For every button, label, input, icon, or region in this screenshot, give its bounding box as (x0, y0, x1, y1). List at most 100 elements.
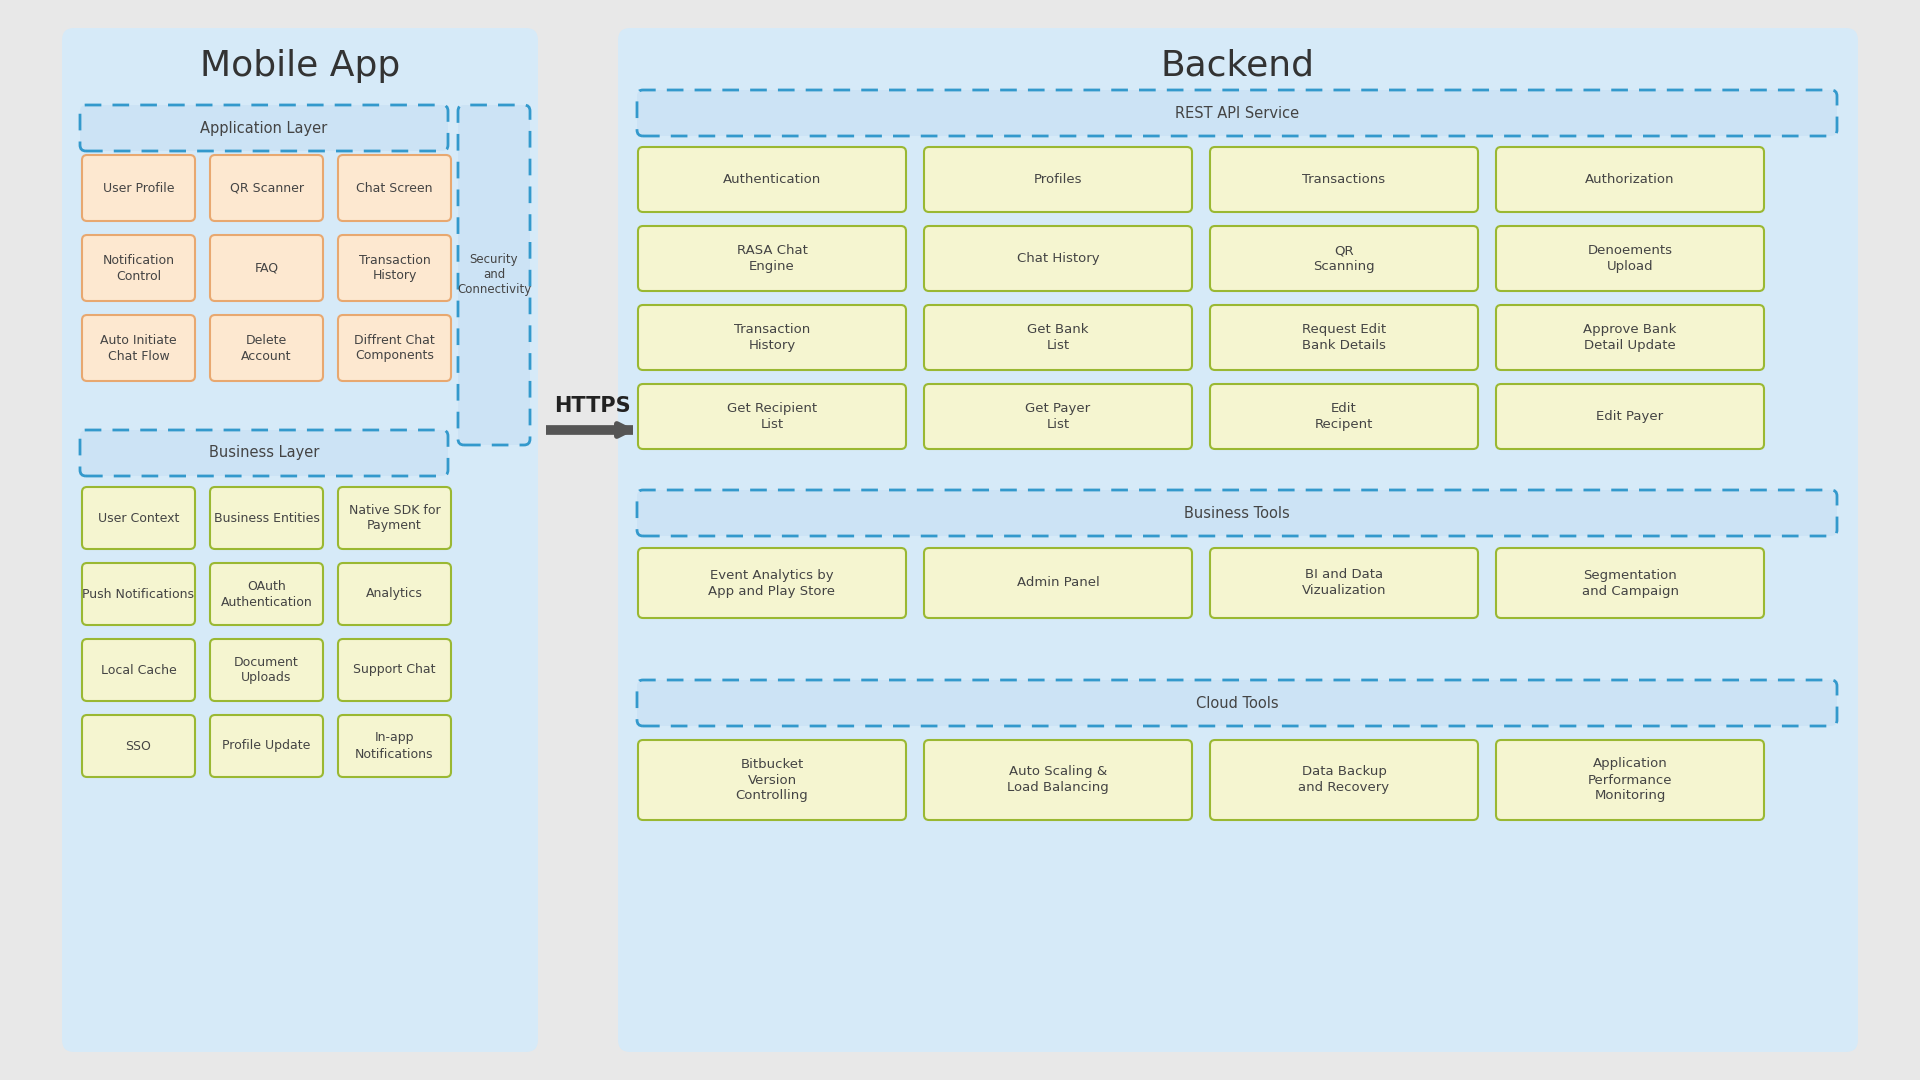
Text: User Context: User Context (98, 512, 179, 525)
FancyBboxPatch shape (81, 105, 447, 151)
Text: Document
Uploads: Document Uploads (234, 656, 300, 685)
Text: Get Payer
List: Get Payer List (1025, 402, 1091, 431)
Text: Application
Performance
Monitoring: Application Performance Monitoring (1588, 757, 1672, 802)
Text: Analytics: Analytics (367, 588, 422, 600)
FancyBboxPatch shape (1210, 548, 1478, 618)
Text: Local Cache: Local Cache (100, 663, 177, 676)
FancyBboxPatch shape (209, 235, 323, 301)
Text: Authentication: Authentication (722, 173, 822, 186)
Text: Bitbucket
Version
Controlling: Bitbucket Version Controlling (735, 757, 808, 802)
FancyBboxPatch shape (924, 740, 1192, 820)
Text: Get Recipient
List: Get Recipient List (728, 402, 818, 431)
FancyBboxPatch shape (209, 315, 323, 381)
Text: In-app
Notifications: In-app Notifications (355, 731, 434, 760)
FancyBboxPatch shape (338, 639, 451, 701)
FancyBboxPatch shape (924, 305, 1192, 370)
FancyBboxPatch shape (338, 156, 451, 221)
Text: SSO: SSO (125, 740, 152, 753)
FancyBboxPatch shape (637, 147, 906, 212)
FancyBboxPatch shape (618, 28, 1859, 1052)
Text: Auto Initiate
Chat Flow: Auto Initiate Chat Flow (100, 334, 177, 363)
FancyBboxPatch shape (83, 487, 196, 549)
FancyBboxPatch shape (1210, 147, 1478, 212)
FancyBboxPatch shape (81, 430, 447, 476)
Text: Backend: Backend (1162, 49, 1315, 83)
FancyBboxPatch shape (1496, 305, 1764, 370)
FancyBboxPatch shape (1496, 548, 1764, 618)
FancyBboxPatch shape (83, 156, 196, 221)
Text: Cloud Tools: Cloud Tools (1196, 696, 1279, 711)
FancyBboxPatch shape (209, 156, 323, 221)
Text: Delete
Account: Delete Account (242, 334, 292, 363)
FancyBboxPatch shape (1210, 740, 1478, 820)
Text: Approve Bank
Detail Update: Approve Bank Detail Update (1584, 323, 1676, 352)
Text: Transaction
History: Transaction History (733, 323, 810, 352)
FancyBboxPatch shape (924, 226, 1192, 291)
FancyBboxPatch shape (1210, 384, 1478, 449)
FancyBboxPatch shape (338, 315, 451, 381)
FancyBboxPatch shape (83, 639, 196, 701)
FancyBboxPatch shape (338, 563, 451, 625)
Text: Business Layer: Business Layer (209, 445, 319, 460)
FancyBboxPatch shape (924, 548, 1192, 618)
FancyBboxPatch shape (637, 90, 1837, 136)
FancyBboxPatch shape (338, 715, 451, 777)
FancyBboxPatch shape (1496, 147, 1764, 212)
Text: Business Tools: Business Tools (1185, 505, 1290, 521)
FancyBboxPatch shape (83, 715, 196, 777)
Text: Mobile App: Mobile App (200, 49, 399, 83)
FancyBboxPatch shape (338, 235, 451, 301)
Text: Edit Payer: Edit Payer (1596, 410, 1663, 423)
Text: Push Notifications: Push Notifications (83, 588, 194, 600)
Text: Business Entities: Business Entities (213, 512, 319, 525)
FancyBboxPatch shape (209, 639, 323, 701)
Text: Support Chat: Support Chat (353, 663, 436, 676)
FancyBboxPatch shape (637, 384, 906, 449)
Text: Edit
Recipent: Edit Recipent (1315, 402, 1373, 431)
Text: Admin Panel: Admin Panel (1016, 577, 1100, 590)
FancyBboxPatch shape (637, 305, 906, 370)
Text: REST API Service: REST API Service (1175, 106, 1300, 121)
FancyBboxPatch shape (83, 235, 196, 301)
FancyBboxPatch shape (209, 563, 323, 625)
FancyBboxPatch shape (924, 384, 1192, 449)
FancyBboxPatch shape (209, 487, 323, 549)
Text: QR Scanner: QR Scanner (230, 181, 303, 194)
Text: HTTPS: HTTPS (553, 396, 630, 416)
Text: Diffrent Chat
Components: Diffrent Chat Components (353, 334, 434, 363)
Text: Profiles: Profiles (1033, 173, 1083, 186)
Text: Request Edit
Bank Details: Request Edit Bank Details (1302, 323, 1386, 352)
Text: BI and Data
Vizualization: BI and Data Vizualization (1302, 568, 1386, 597)
Text: RASA Chat
Engine: RASA Chat Engine (737, 244, 808, 273)
Text: Transaction
History: Transaction History (359, 254, 430, 283)
FancyBboxPatch shape (1210, 226, 1478, 291)
FancyBboxPatch shape (637, 548, 906, 618)
FancyBboxPatch shape (1496, 740, 1764, 820)
Text: Application Layer: Application Layer (200, 121, 328, 135)
Text: Segmentation
and Campaign: Segmentation and Campaign (1582, 568, 1678, 597)
Text: User Profile: User Profile (104, 181, 175, 194)
Text: FAQ: FAQ (255, 261, 278, 274)
Text: OAuth
Authentication: OAuth Authentication (221, 580, 313, 608)
FancyBboxPatch shape (338, 487, 451, 549)
Text: Data Backup
and Recovery: Data Backup and Recovery (1298, 766, 1390, 795)
Text: Chat Screen: Chat Screen (357, 181, 432, 194)
FancyBboxPatch shape (1496, 384, 1764, 449)
FancyBboxPatch shape (637, 740, 906, 820)
FancyBboxPatch shape (83, 563, 196, 625)
FancyBboxPatch shape (637, 226, 906, 291)
Text: QR
Scanning: QR Scanning (1313, 244, 1375, 273)
Text: Transactions: Transactions (1302, 173, 1386, 186)
FancyBboxPatch shape (637, 680, 1837, 726)
FancyBboxPatch shape (1496, 226, 1764, 291)
Text: Event Analytics by
App and Play Store: Event Analytics by App and Play Store (708, 568, 835, 597)
Text: Notification
Control: Notification Control (102, 254, 175, 283)
FancyBboxPatch shape (61, 28, 538, 1052)
Text: Chat History: Chat History (1018, 252, 1100, 265)
Text: Native SDK for
Payment: Native SDK for Payment (349, 503, 440, 532)
Text: Denoements
Upload: Denoements Upload (1588, 244, 1672, 273)
Text: Profile Update: Profile Update (223, 740, 311, 753)
FancyBboxPatch shape (924, 147, 1192, 212)
Text: Get Bank
List: Get Bank List (1027, 323, 1089, 352)
FancyBboxPatch shape (83, 315, 196, 381)
